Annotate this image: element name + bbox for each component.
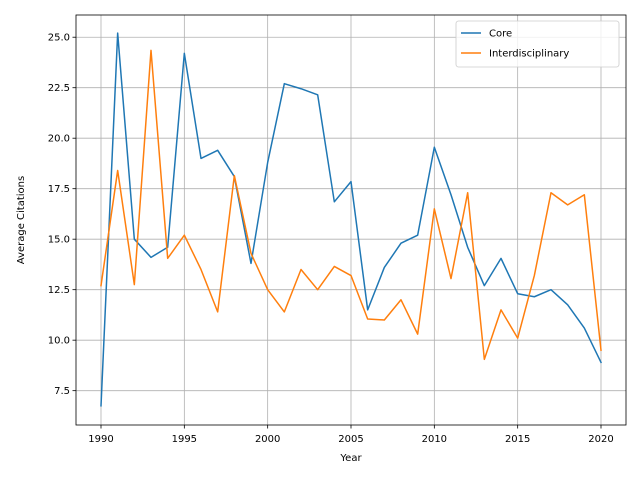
y-tick-label: 7.5: [54, 386, 70, 397]
y-tick-label: 12.5: [48, 285, 70, 296]
y-tick-label: 25.0: [48, 33, 70, 44]
x-tick-label: 2015: [505, 434, 530, 445]
grid: [76, 15, 626, 425]
y-tick-label: 20.0: [48, 134, 70, 145]
x-tick-label: 2005: [338, 434, 363, 445]
series-line-core: [100, 32, 603, 407]
x-axis: 1990 1995 2000 2005 2010 2015 2020: [88, 425, 614, 445]
legend-label-core: Core: [489, 29, 512, 40]
x-tick-label: 1990: [88, 434, 113, 445]
x-tick-label: 2000: [255, 434, 280, 445]
y-axis-label: Average Citations: [16, 176, 27, 264]
legend: Core Interdisciplinary: [455, 20, 620, 68]
legend-label-interdisciplinary: Interdisciplinary: [489, 49, 569, 60]
series-line-interdisciplinary: [100, 49, 602, 361]
legend-box: [455, 20, 620, 68]
x-tick-label: 2010: [422, 434, 447, 445]
y-axis: 7.5 10.0 12.5 15.0 17.5 20.0 22.5 25.0: [48, 33, 76, 397]
y-tick-label: 10.0: [48, 336, 70, 347]
x-axis-label: Year: [339, 453, 362, 464]
x-tick-label: 2020: [588, 434, 613, 445]
x-tick-label: 1995: [172, 434, 197, 445]
y-tick-label: 15.0: [48, 235, 70, 246]
series-layer: [100, 32, 603, 407]
y-tick-label: 17.5: [48, 184, 70, 195]
y-tick-label: 22.5: [48, 83, 70, 94]
